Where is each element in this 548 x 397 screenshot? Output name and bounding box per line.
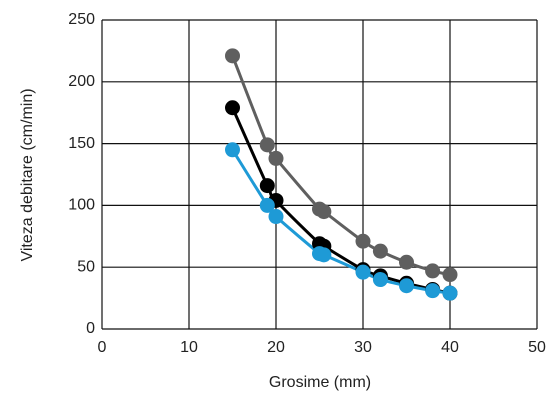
y-tick-label: 100 [68,197,95,214]
x-tick-label: 30 [354,339,372,356]
point [355,233,371,249]
x-tick-label: 0 [98,339,107,356]
point [355,264,371,280]
y-axis-title: Viteza debitare (cm/min) [19,88,36,261]
y-tick-label: 250 [68,11,95,28]
point [316,247,332,263]
series-line [231,55,451,277]
x-tick-label: 40 [441,339,459,356]
point [259,197,275,213]
point [225,100,240,116]
y-tick-label: 150 [68,135,95,152]
point [425,283,441,299]
x-axis-title: Grosime (mm) [269,374,371,391]
y-tick-label: 200 [68,73,95,90]
point [316,204,332,220]
point [399,254,414,270]
series-line [231,148,451,295]
point [259,137,275,153]
y-tick-label: 50 [77,258,95,275]
point [268,150,284,166]
x-tick-label: 20 [267,339,285,356]
point [442,285,458,301]
series-line [231,107,451,295]
point [225,48,240,64]
point [268,209,284,225]
point [425,263,441,279]
point [442,267,458,283]
point [259,178,275,194]
x-tick-label: 50 [528,339,546,356]
x-tick-label: 10 [180,339,198,356]
y-tick-label: 0 [86,320,95,337]
point [372,272,388,288]
point [399,278,414,294]
point [372,243,388,259]
point [225,142,240,158]
